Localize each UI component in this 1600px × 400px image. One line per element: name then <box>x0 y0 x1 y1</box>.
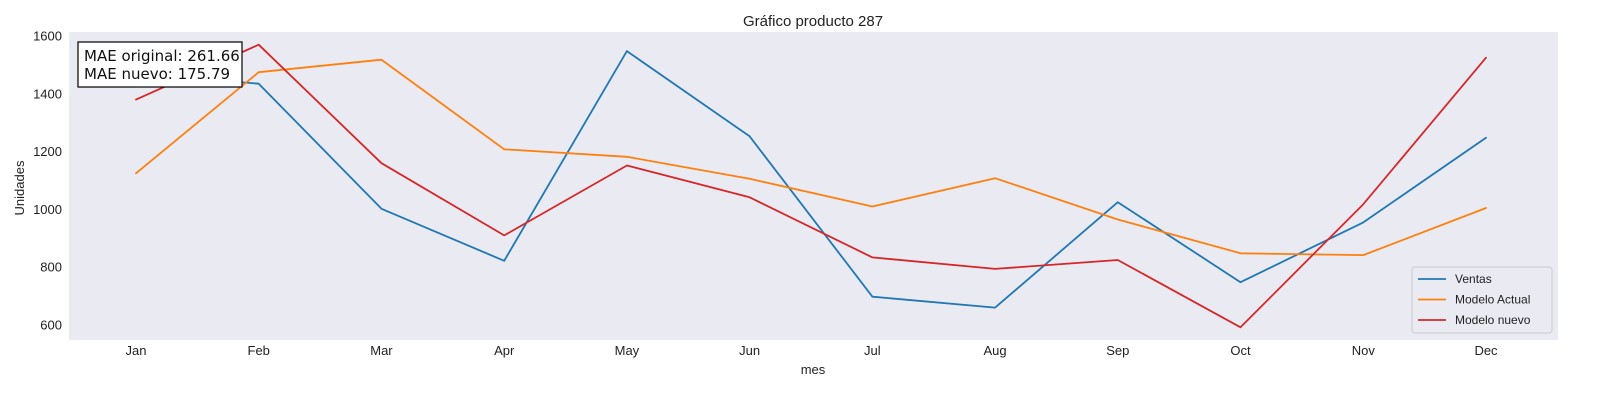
y-tick-label: 600 <box>40 317 62 332</box>
series-line-2 <box>135 58 1487 257</box>
y-tick-label: 1000 <box>33 202 62 217</box>
x-tick-label: Jun <box>739 343 760 358</box>
series-lines <box>135 43 1487 329</box>
legend-label: Ventas <box>1455 272 1492 286</box>
legend: Ventas Modelo Actual Modelo nuevo <box>1411 266 1553 334</box>
x-tick-label: Dec <box>1474 343 1498 358</box>
annotation-line-2: MAE nuevo: 175.79 <box>84 65 230 83</box>
y-tick-label: 1200 <box>33 144 62 159</box>
y-axis-ticks: 600 800 1000 1200 1400 1600 <box>33 29 62 333</box>
annotation-frame <box>77 41 243 88</box>
x-axis-label: mes <box>801 362 826 377</box>
x-tick-label: Jul <box>864 343 881 358</box>
y-axis-label: Unidades <box>12 160 27 215</box>
legend-label: Modelo Actual <box>1455 293 1530 307</box>
x-axis-ticks: Jan Feb Mar Apr May Jun Jul Aug Sep Oct Nov Dec <box>126 343 1499 358</box>
plot-area <box>69 32 1558 340</box>
annotation-line-1: MAE original: 261.66 <box>84 47 240 65</box>
mae-annotation-box: MAE original: 261.66 MAE nuevo: 175.79 <box>77 41 243 88</box>
x-tick-label: May <box>615 343 640 358</box>
chart-title: Gráfico producto 287 <box>743 13 883 30</box>
series-line-1 <box>135 50 1487 309</box>
y-tick-label: 1400 <box>33 86 62 101</box>
x-tick-label: Jan <box>126 343 147 358</box>
x-tick-label: Apr <box>494 343 515 358</box>
series-line-3 <box>135 43 1487 329</box>
x-tick-label: Sep <box>1106 343 1129 358</box>
legend-label: Modelo nuevo <box>1455 313 1531 327</box>
y-tick-label: 800 <box>40 260 62 275</box>
x-tick-label: Aug <box>984 343 1007 358</box>
x-tick-label: Mar <box>370 343 393 358</box>
x-tick-label: Feb <box>248 343 270 358</box>
x-tick-label: Nov <box>1352 343 1376 358</box>
y-tick-label: 1600 <box>33 29 62 44</box>
x-tick-label: Oct <box>1230 343 1251 358</box>
legend-frame <box>1411 266 1553 334</box>
